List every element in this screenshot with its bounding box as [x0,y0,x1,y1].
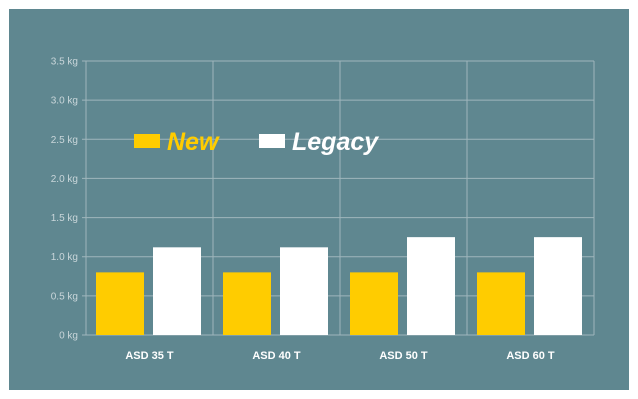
bar-legacy-3 [534,237,582,335]
bar-new-0 [96,272,144,335]
x-tick-label: ASD 35 T [125,350,174,362]
y-tick-label: 1.0 kg [51,252,78,263]
y-tick-label: 2.0 kg [51,174,78,185]
legend-swatch-new [134,134,160,148]
x-tick-label: ASD 40 T [252,350,301,362]
y-tick-label: 2.5 kg [51,135,78,146]
bar-new-1 [223,272,271,335]
bar-legacy-0 [153,247,201,335]
y-tick-label: 3.0 kg [51,96,78,107]
y-tick-label: 0.5 kg [51,291,78,302]
legend-label-legacy: Legacy [292,128,379,156]
y-tick-label: 3.5 kg [51,57,78,68]
bar-legacy-1 [280,247,328,335]
bar-legacy-2 [407,237,455,335]
legend-label-new: New [167,128,220,156]
legend-swatch-legacy [259,134,285,148]
y-tick-label: 1.5 kg [51,213,78,224]
bar-new-3 [477,272,525,335]
x-tick-label: ASD 50 T [379,350,428,362]
x-tick-label: ASD 60 T [506,350,555,362]
y-tick-label: 0 kg [59,331,78,342]
bar-new-2 [350,272,398,335]
